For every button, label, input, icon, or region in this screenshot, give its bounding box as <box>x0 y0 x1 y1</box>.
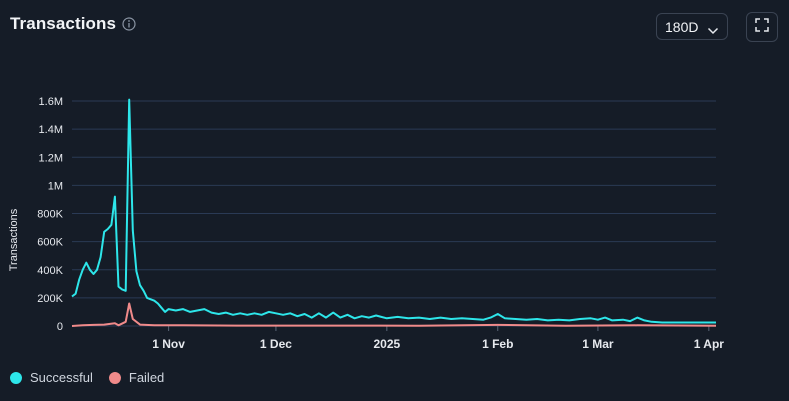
y-tick-label: 1M <box>48 180 63 192</box>
x-tick-label: 1 Nov <box>152 337 185 351</box>
x-tick-label: 2025 <box>373 337 400 351</box>
time-range-value: 180D <box>665 18 699 35</box>
x-tick-label: 1 Apr <box>694 337 725 351</box>
legend-swatch-failed <box>108 371 121 384</box>
fullscreen-button[interactable] <box>746 12 778 42</box>
y-tick-label: 200K <box>37 293 63 305</box>
info-circle-icon[interactable] <box>122 17 136 31</box>
legend-label-failed: Failed <box>128 370 165 385</box>
legend-item-failed[interactable]: Failed <box>108 370 165 385</box>
x-tick-label: 1 Dec <box>260 337 292 351</box>
expand-icon <box>755 17 769 37</box>
y-tick-label: 1.4M <box>39 124 63 136</box>
series-line-failed[interactable] <box>71 302 717 327</box>
series-line-successful[interactable] <box>71 98 716 324</box>
chart-title: Transactions <box>10 14 117 33</box>
chart-header: Transactions <box>10 14 136 34</box>
x-tick-label: 1 Mar <box>582 337 614 351</box>
chart-legend: Successful Failed <box>10 370 180 385</box>
y-tick-label: 800K <box>37 209 63 221</box>
chevron-down-icon <box>707 22 719 35</box>
y-axis-title: Transactions <box>8 208 20 271</box>
legend-label-successful: Successful <box>30 370 93 385</box>
y-tick-label: 1.6M <box>39 96 63 108</box>
y-tick-label: 400K <box>37 265 63 277</box>
y-axis: 0 200K 400K 600K 800K 1M 1.2M 1.4M 1.6M <box>37 96 63 333</box>
y-tick-label: 600K <box>37 237 63 249</box>
grid <box>72 100 716 327</box>
y-tick-label: 1.2M <box>39 152 63 164</box>
legend-swatch-successful <box>10 371 22 384</box>
y-tick-label: 0 <box>57 321 63 333</box>
x-tick-label: 1 Feb <box>482 337 513 351</box>
x-axis: 1 Nov 1 Dec 2025 1 Feb 1 Mar 1 Apr <box>152 326 724 351</box>
legend-item-successful[interactable]: Successful <box>10 370 93 385</box>
time-range-select[interactable]: 180D <box>656 13 728 40</box>
series <box>71 98 717 327</box>
transactions-chart[interactable]: 0 200K 400K 600K 800K 1M 1.2M 1.4M 1.6M 1 Nov 1 D… <box>0 60 789 360</box>
